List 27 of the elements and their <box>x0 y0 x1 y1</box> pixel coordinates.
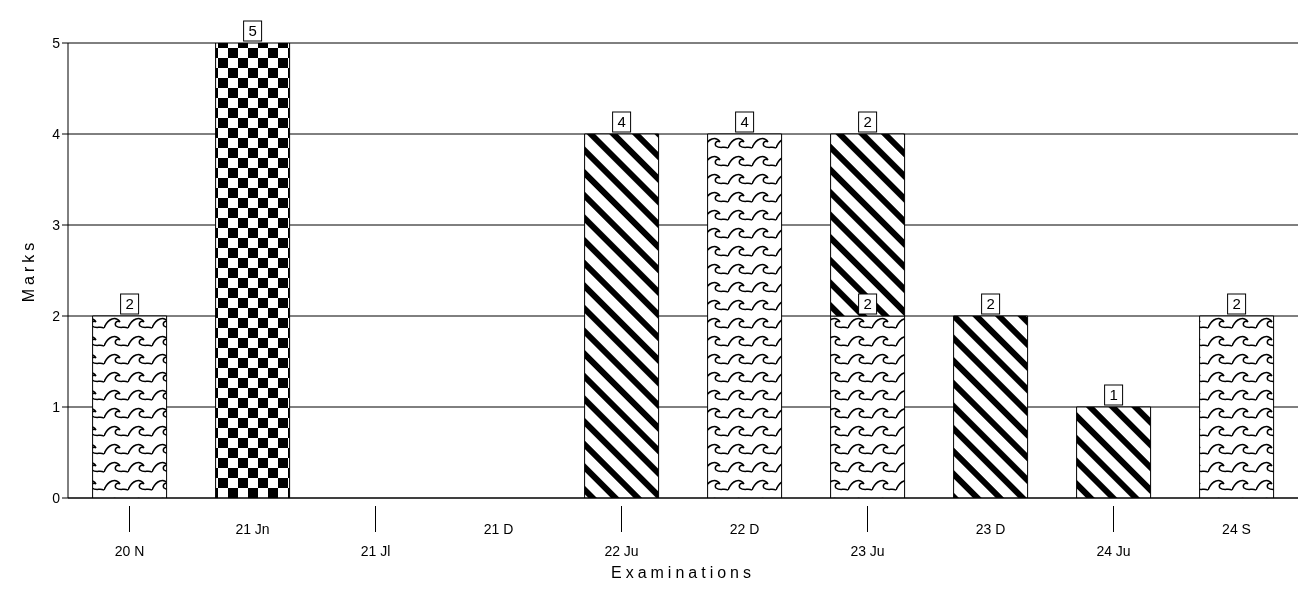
x-tick-label: 24 S <box>1222 521 1251 537</box>
y-tick-label: 5 <box>52 34 61 51</box>
data-label: 5 <box>248 22 257 39</box>
data-label: 2 <box>1232 295 1241 312</box>
data-label: 1 <box>1109 386 1118 403</box>
y-tick-label: 2 <box>52 307 61 324</box>
x-tick-label: 24 Ju <box>1096 543 1131 559</box>
data-label: 4 <box>617 113 626 130</box>
y-tick-label: 3 <box>52 216 61 233</box>
x-tick-label: 22 Ju <box>604 543 639 559</box>
y-tick-label: 4 <box>52 125 61 142</box>
y-axis-title: Marks <box>19 238 37 303</box>
x-tick-label: 21 Jl <box>360 543 391 559</box>
data-label: 2 <box>863 113 872 130</box>
x-tick-label: 23 D <box>975 521 1006 537</box>
data-label: 4 <box>740 113 749 130</box>
x-axis-title: Examinations <box>610 564 756 581</box>
y-tick-label: 1 <box>52 398 61 415</box>
data-label: 2 <box>863 295 872 312</box>
data-label: 2 <box>125 295 134 312</box>
x-tick-label: 23 Ju <box>850 543 885 559</box>
x-tick-label: 22 D <box>729 521 760 537</box>
x-tick-label: 21 Jn <box>235 521 270 537</box>
data-label: 2 <box>986 295 995 312</box>
y-tick-label: 0 <box>52 489 61 506</box>
x-tick-label: 21 D <box>483 521 514 537</box>
x-tick-label: 20 N <box>114 543 145 559</box>
